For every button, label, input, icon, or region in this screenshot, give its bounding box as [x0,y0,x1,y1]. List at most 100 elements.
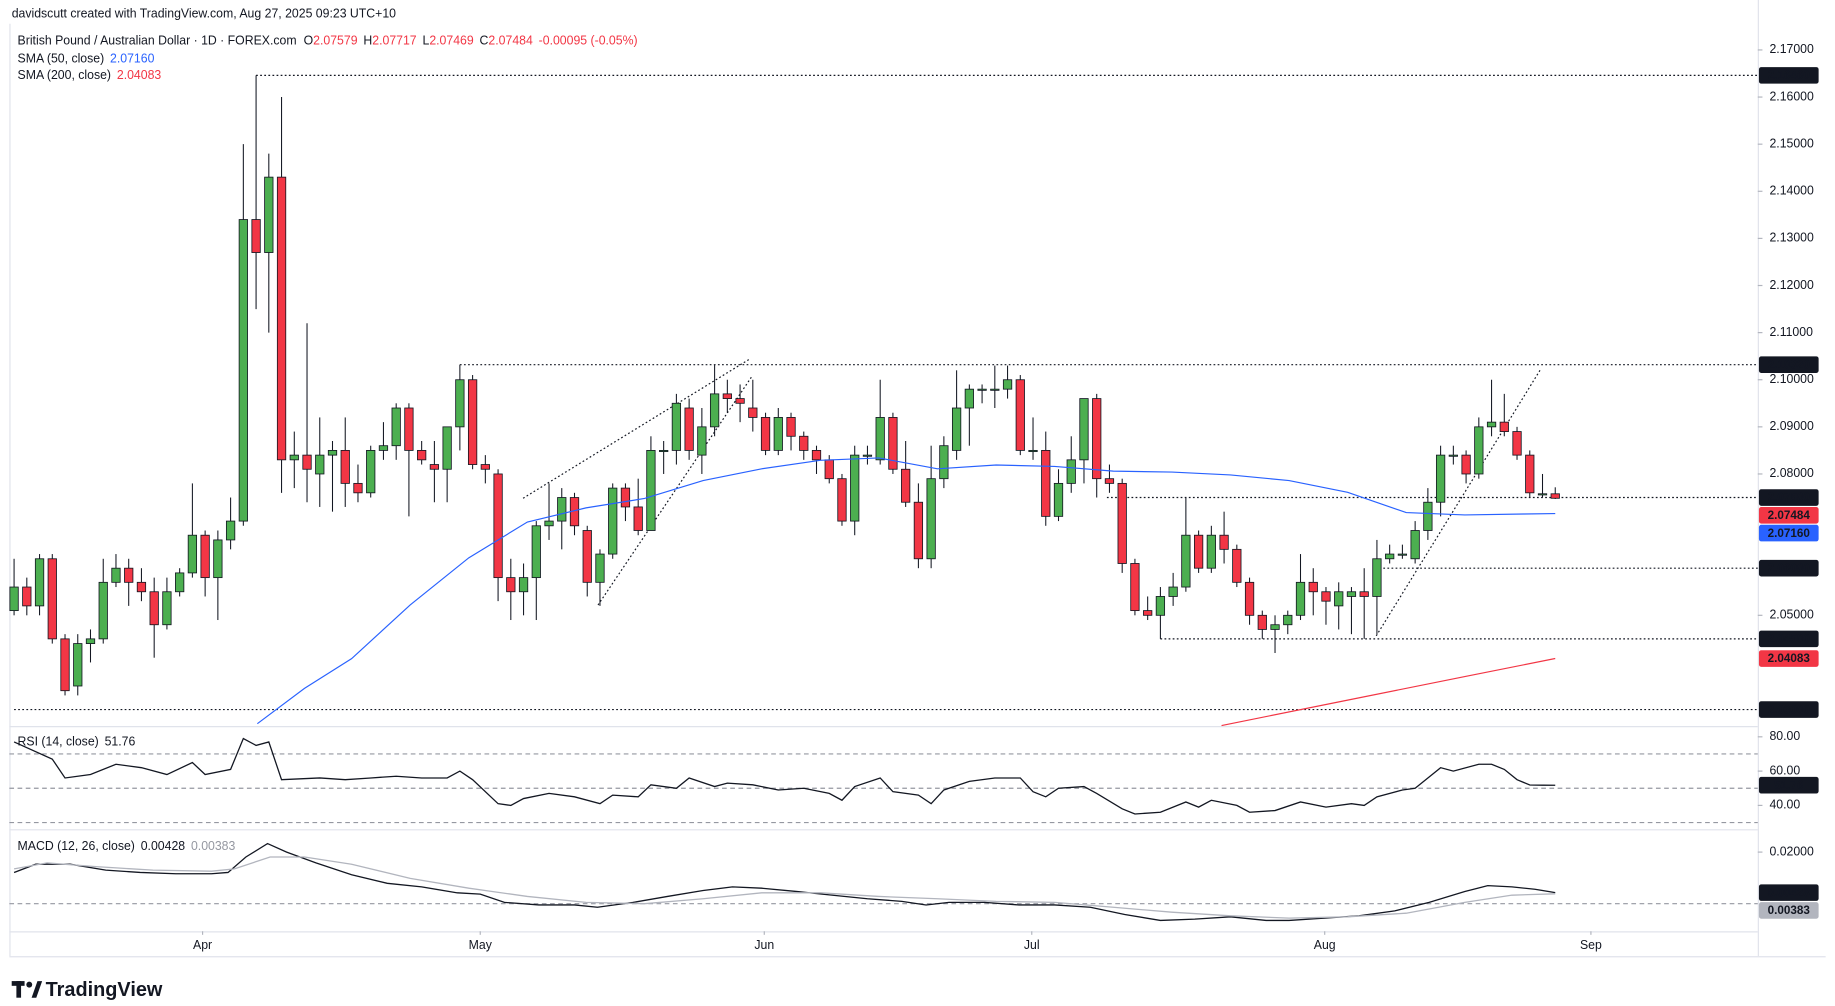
candle-body [1385,553,1395,560]
candle-body [417,449,427,461]
candle-body [977,388,987,391]
price-box-label: 2.04500 [1768,633,1811,646]
candle-body [888,417,898,470]
candle-body [1002,379,1013,390]
ohlc-label: O [304,34,314,48]
candle-body [1346,591,1357,597]
candle-body [862,454,873,457]
candle-body [238,219,248,522]
candle-body [811,449,822,461]
candle-body [327,449,338,456]
candle-body [1359,591,1369,597]
ohlc-value: 2.07469 [429,34,473,48]
price-box-bg [1758,902,1819,919]
candle-body [760,417,771,451]
change: -0.00095 (-0.05%) [539,34,638,48]
candle-body [518,577,529,593]
ohlc-value: 2.07579 [313,34,357,48]
candle-body [1525,454,1535,494]
candle-body [1117,482,1127,564]
candle-body [1410,530,1420,560]
candle-body [353,482,363,494]
x-tick-label: Sep [1580,938,1602,952]
candle-body [1372,558,1382,597]
candle-body [1283,614,1293,626]
candle-body [1066,459,1076,484]
candle-body [187,534,198,574]
candle-body [722,393,732,400]
price-box-bg [1758,489,1819,506]
price-box-bg [1758,507,1819,524]
candle-body [340,449,350,484]
candle-body [506,577,516,593]
candle-body [709,393,720,428]
candle-body [1232,548,1242,583]
candle-body [1334,591,1344,607]
brand-logo [11,981,43,998]
price-box: 2.06000 [1758,559,1819,577]
legend-name: SMA (200, close) [18,68,111,82]
candle-body [671,402,682,451]
y-tick-label: 40.00 [1769,798,1800,812]
candle-body [1092,398,1102,480]
y-tick-label: 2.14000 [1769,183,1813,197]
brand: TradingView [46,979,163,1001]
logo-part [26,981,33,988]
candle-body [1104,478,1115,484]
candle-body [136,581,147,593]
candle-body [480,464,490,470]
candle-body [1181,534,1191,588]
price-box-label: 2.16460 [1768,69,1811,82]
y-tick-label: 2.09000 [1769,419,1813,433]
candle-body [684,407,694,451]
y-tick-label: 2.05000 [1769,608,1813,622]
candle-body [1512,431,1522,456]
y-tick-label: 2.12000 [1769,278,1813,292]
candle-body [366,449,376,494]
candle-body [1435,454,1446,503]
candle-body [1015,379,1025,451]
legend-sma50: SMA (50, close) 2.07160 [18,52,155,66]
candle-body [1041,449,1051,517]
candle-body [1155,596,1166,616]
price-box-bg [1758,701,1819,718]
candle-body [544,520,554,527]
logo-part [16,981,22,998]
y-tick-label: 2.11000 [1769,325,1813,339]
y-tick-label: 60.00 [1769,763,1800,777]
candle-body [735,398,745,404]
candle-body [1130,563,1140,612]
candle-body [225,520,236,541]
candle-body [315,454,325,475]
trend-line [522,358,750,499]
price-box-label: 2.10320 [1768,358,1811,371]
candle-body [939,445,949,480]
trend-line [597,376,752,606]
price-box: 2.04083 [1758,650,1819,667]
price-box-label: 2.07160 [1768,527,1811,540]
candle-body [557,497,567,522]
y-tick-label: 0.02000 [1769,844,1813,858]
candle-body [901,468,911,503]
y-tick-label: 2.15000 [1769,136,1813,150]
ohlc-label: L [422,34,429,48]
candle-body [1486,421,1497,428]
candle-body [85,638,96,644]
legend-macd: MACD (12, 26, close) 0.00428 0.00383 [18,839,236,853]
candle-body [9,586,19,612]
candle-body [951,407,962,451]
price-box-label: 2.03000 [1768,703,1811,716]
candle-body [162,591,172,626]
price-box: 0.00383 [1758,902,1819,919]
candle-body [200,534,210,579]
candle-body [913,501,924,560]
x-tick-label: Jun [754,938,774,952]
price-box-label: 2.06000 [1768,562,1811,575]
ohlc-value: 2.07484 [488,34,532,48]
price-box-label: 2.07484 [1768,509,1811,522]
legend-name: SMA (50, close) [18,52,105,66]
price-box: 2.07160 [1758,524,1819,542]
price-box-label: 2.07500 [1768,491,1811,504]
candle-body [442,426,452,470]
